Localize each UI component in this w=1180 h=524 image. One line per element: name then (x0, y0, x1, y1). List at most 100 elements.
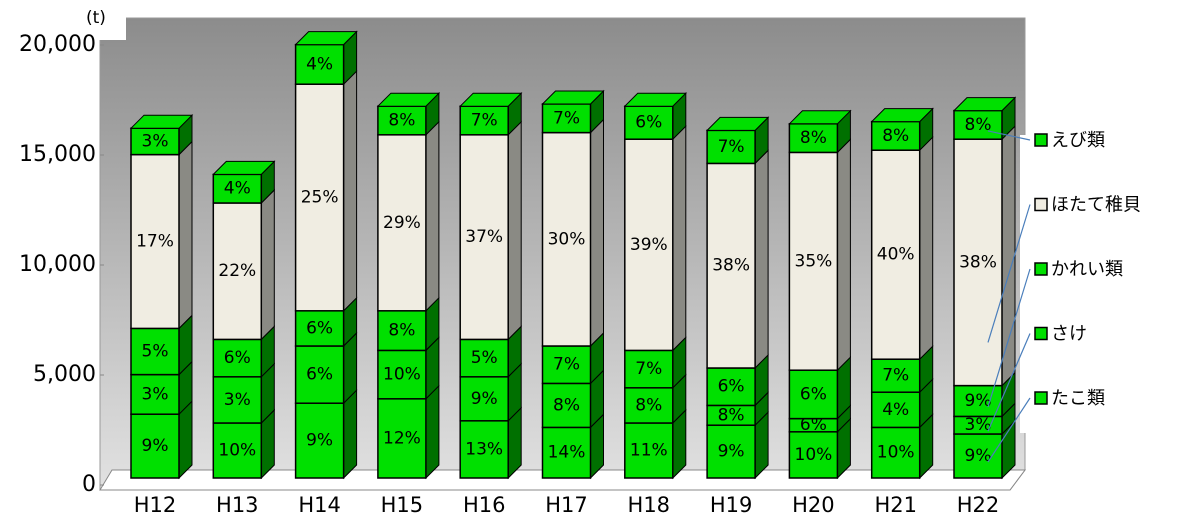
data-label: 8% (882, 126, 909, 146)
data-label: 6% (800, 384, 827, 404)
data-label: 17% (136, 232, 174, 252)
x-tick-label: H14 (298, 493, 341, 517)
data-label: 8% (718, 405, 745, 425)
data-label: 40% (877, 245, 915, 265)
bar-side (754, 149, 769, 370)
x-tick-label: H13 (216, 493, 259, 517)
bar (294, 83, 345, 312)
data-label: 10% (877, 443, 915, 463)
bar (953, 138, 1003, 387)
bar-side (260, 188, 275, 341)
bar (459, 338, 509, 378)
data-label: 8% (553, 395, 580, 415)
bar (212, 202, 263, 341)
data-label: 8% (388, 321, 415, 341)
data-label: 6% (635, 113, 662, 133)
bar-top (952, 97, 1017, 112)
bar-side (343, 69, 358, 313)
y-axis-label: (t) (86, 8, 106, 28)
bar (294, 310, 345, 347)
bar (706, 367, 756, 407)
bar (212, 338, 263, 378)
bar (294, 402, 345, 479)
bar-top (623, 92, 688, 107)
bar (459, 105, 509, 136)
data-label: 8% (388, 111, 415, 131)
data-label: 38% (959, 252, 997, 272)
label-bg (82, 4, 126, 40)
data-label: 3% (965, 415, 992, 435)
bar (130, 327, 180, 376)
legend-label: さけ (1051, 324, 1087, 345)
data-label: 4% (306, 54, 333, 74)
legend-swatch (1034, 391, 1048, 405)
x-tick-label: H21 (874, 493, 917, 517)
bar (459, 134, 509, 341)
bar-side (425, 120, 440, 313)
x-tick-label: H15 (381, 493, 424, 517)
data-label: 13% (465, 439, 503, 459)
bar (624, 387, 674, 424)
data-label: 29% (383, 213, 421, 233)
data-label: 6% (800, 415, 827, 435)
leader-line (987, 268, 1031, 408)
data-label: 6% (306, 318, 333, 338)
x-tick-label: H17 (545, 493, 588, 517)
legend-label: かれい類 (1051, 259, 1123, 280)
data-label: 7% (553, 355, 580, 375)
bar (541, 131, 592, 347)
data-label: 9% (718, 442, 745, 462)
bar (788, 151, 839, 371)
bar-top (458, 92, 523, 107)
y-tick-label: 20,000 (19, 32, 96, 57)
data-label: 11% (630, 441, 668, 461)
bar (706, 424, 756, 479)
bar (130, 153, 180, 330)
data-label: 9% (471, 389, 498, 409)
data-label: 35% (795, 251, 833, 271)
data-label: 9% (965, 446, 992, 466)
data-label: 5% (142, 342, 169, 362)
bar (788, 431, 839, 479)
x-tick-label: H19 (710, 493, 753, 517)
bar-side (1001, 124, 1016, 387)
leader-line (987, 130, 1031, 141)
bar (706, 129, 756, 165)
bar (541, 426, 592, 479)
x-tick-label: H16 (463, 493, 506, 517)
data-label: 22% (218, 261, 256, 281)
bar (541, 345, 592, 385)
bar (706, 162, 756, 369)
data-label: 30% (548, 229, 586, 249)
data-label: 8% (800, 128, 827, 148)
legend-label: えび類 (1051, 130, 1105, 151)
bar (212, 173, 263, 204)
data-label: 10% (383, 365, 421, 385)
bar-top (541, 90, 605, 105)
bar-side (343, 388, 358, 480)
bar (953, 109, 1003, 140)
bar-top (788, 110, 852, 125)
data-label: 7% (718, 137, 745, 157)
bar-top (129, 114, 194, 129)
data-label: 7% (882, 366, 909, 386)
leader-line (987, 204, 1031, 343)
bar (870, 149, 921, 360)
data-label: 10% (218, 441, 256, 461)
bar-side (425, 384, 440, 480)
legend-label: ほたて稚貝 (1051, 195, 1141, 216)
bar (294, 345, 345, 404)
x-tick-label: H12 (134, 493, 177, 517)
data-label: 8% (965, 115, 992, 135)
bar-top (870, 108, 934, 123)
y-tick-label: 15,000 (19, 142, 96, 167)
data-label: 9% (965, 391, 992, 411)
bar (624, 349, 674, 389)
legend-swatch (1034, 326, 1048, 341)
bar (130, 127, 180, 156)
data-label: 5% (471, 348, 498, 368)
data-label: 39% (630, 235, 668, 255)
data-label: 6% (306, 365, 333, 385)
bar-side (590, 118, 604, 348)
